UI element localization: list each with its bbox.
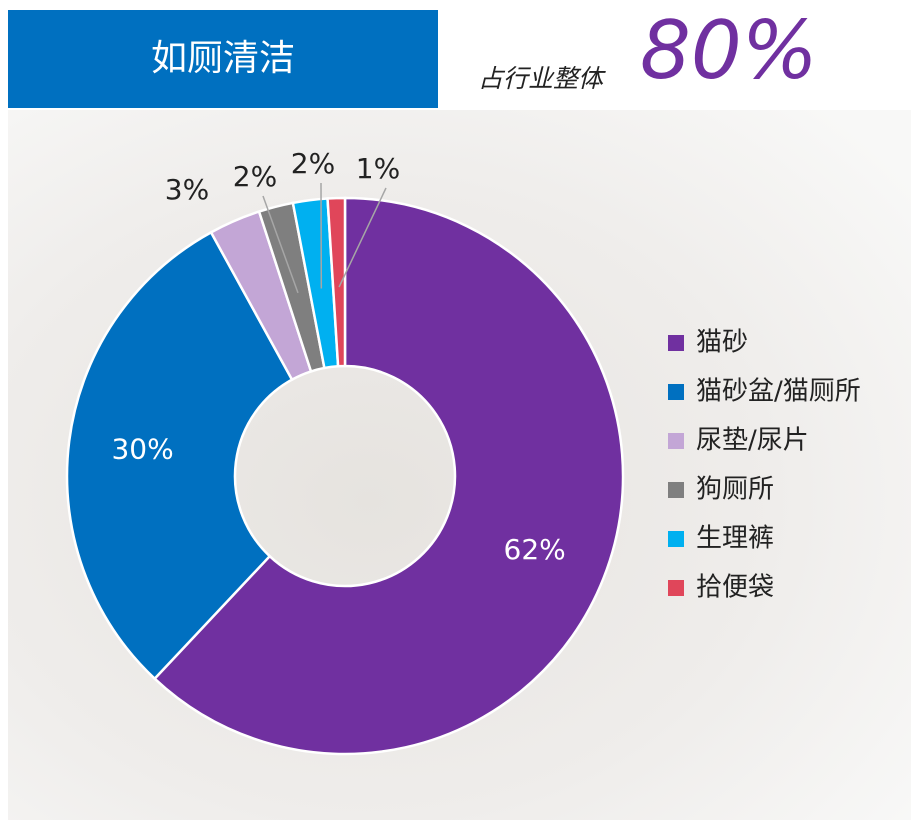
legend-label: 尿垫/尿片 bbox=[696, 426, 809, 456]
legend-swatch bbox=[668, 384, 684, 400]
highlight: 80% bbox=[640, 4, 818, 97]
legend-label: 猫砂 bbox=[696, 328, 748, 358]
value-label: 3% bbox=[165, 173, 209, 206]
legend-swatch bbox=[668, 531, 684, 547]
chart-title: 如厕清洁 bbox=[151, 38, 295, 79]
legend-label: 生理裤 bbox=[696, 524, 774, 554]
legend-label: 狗厕所 bbox=[696, 475, 774, 505]
value-label: 30% bbox=[111, 432, 173, 465]
legend-label: 猫砂盆/猫厕所 bbox=[696, 377, 861, 407]
legend-swatch bbox=[668, 335, 684, 351]
legend-swatch bbox=[668, 482, 684, 498]
value-label: 1% bbox=[356, 152, 400, 185]
value-label: 2% bbox=[291, 147, 335, 180]
value-label: 2% bbox=[233, 160, 277, 193]
value-label: 62% bbox=[504, 533, 566, 566]
legend-swatch bbox=[668, 580, 684, 596]
legend-label: 拾便袋 bbox=[696, 573, 774, 603]
subtitle: 占行业整体 bbox=[478, 64, 606, 93]
legend-swatch bbox=[668, 433, 684, 449]
